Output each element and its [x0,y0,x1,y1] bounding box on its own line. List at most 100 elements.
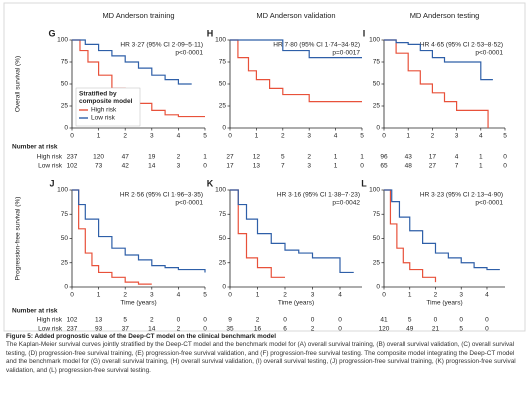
risk-count: 19 [148,154,156,161]
annotation: HR 3·16 (95% CI 1·38–7·23) [277,192,360,199]
x-axis-label: Time (years) [120,300,156,307]
y-tick-label: 50 [373,81,381,88]
p-value: p<0·0001 [475,200,503,207]
panel-letter: I [363,28,366,38]
y-axis-label: Overall survival (%) [15,56,22,112]
risk-count: 2 [256,317,260,324]
x-tick-label: 3 [307,133,311,140]
risk-count: 41 [380,317,388,324]
risk-count: 0 [360,163,364,170]
x-tick-label: 2 [123,292,127,299]
risk-count: 0 [503,154,507,161]
x-tick-label: 4 [485,292,489,299]
risk-count: 120 [93,154,104,161]
panel-letter: L [361,178,367,188]
y-tick-label: 50 [219,235,227,242]
risk-count: 14 [148,163,156,170]
y-tick-label: 75 [61,59,69,66]
caption-title: Figure 5: Added prognostic value of the … [6,333,276,340]
legend-title: Stratified by [79,91,117,98]
risk-count: 0 [338,317,342,324]
risk-count: 5 [459,326,463,333]
km-curve [230,39,362,103]
risk-count: 12 [253,154,261,161]
y-tick-label: 100 [57,187,68,194]
risk-count: 27 [226,154,234,161]
x-axis-label: Time (years) [426,300,462,307]
risk-count: 4 [455,154,459,161]
figure: MD Anderson training G Overall survival (%… [3,2,526,333]
risk-count: 16 [254,326,262,333]
y-tick-label: 0 [376,284,380,291]
panel-title: MD Anderson training [102,11,174,20]
annotation: HR 3·27 (95% CI 2·09–5·11) [120,42,203,49]
risk-count: 43 [405,154,413,161]
x-tick-label: 4 [177,292,181,299]
x-tick-label: 5 [203,133,207,140]
risk-count: 49 [406,326,414,333]
y-tick-label: 25 [373,103,381,110]
risk-count: 14 [148,326,156,333]
km-curve [230,39,362,59]
risk-count: 102 [67,317,78,324]
panel-title: MD Anderson testing [410,11,480,20]
y-tick-label: 100 [57,37,68,44]
y-tick-label: 0 [222,284,226,291]
x-tick-label: 2 [123,133,127,140]
panel-letter: J [49,178,54,188]
risk-count: 5 [281,154,285,161]
y-tick-label: 50 [61,235,69,242]
x-tick-label: 1 [97,133,101,140]
risk-count: 1 [479,163,483,170]
risk-count: 0 [203,163,207,170]
risk-count: 35 [226,326,234,333]
x-tick-label: 4 [177,133,181,140]
p-value: p=0·0017 [332,50,360,57]
risk-count: 0 [338,326,342,333]
risk-row-label: Low risk [38,326,63,333]
y-tick-label: 0 [222,125,226,132]
y-axis-label: Progression-free survival (%) [15,197,22,281]
risk-count: 47 [122,154,130,161]
caption: Figure 5: Added prognostic value of the … [6,333,523,375]
x-tick-label: 0 [228,292,232,299]
risk-count: 13 [95,317,103,324]
risk-row-label: High risk [37,317,63,324]
y-tick-label: 100 [215,37,226,44]
risk-count: 0 [203,317,207,324]
risk-count: 2 [150,317,154,324]
x-tick-label: 1 [255,133,259,140]
annotation: HR 4·65 (95% CI 2·53–8·52) [420,42,503,49]
x-tick-label: 1 [408,292,412,299]
y-tick-label: 75 [219,59,227,66]
annotation: HR 2·56 (95% CI 1·96–3·35) [120,192,203,199]
legend-label: High risk [91,107,117,114]
risk-count: 48 [405,163,413,170]
x-tick-label: 3 [459,292,463,299]
risk-count: 21 [432,326,440,333]
legend-title: composite model [79,98,133,105]
risk-count: 2 [307,154,311,161]
annotation: HR 3·23 (95% CI 2·13–4·90) [420,192,503,199]
y-tick-label: 25 [219,259,227,266]
y-tick-label: 100 [369,37,380,44]
p-value: p=0·0042 [332,200,360,207]
risk-count: 0 [503,163,507,170]
risk-count: 1 [479,154,483,161]
y-tick-label: 75 [373,211,381,218]
x-axis-label: Time (years) [278,300,314,307]
y-tick-label: 75 [219,211,227,218]
x-tick-label: 2 [434,292,438,299]
y-tick-label: 50 [61,81,69,88]
risk-count: 93 [95,326,103,333]
x-tick-label: 3 [455,133,459,140]
risk-count: 0 [203,326,207,333]
risk-count: 0 [177,317,181,324]
risk-count: 6 [283,326,287,333]
panel-letter: H [207,28,214,38]
p-value: p<0·0001 [175,200,203,207]
x-tick-label: 0 [382,292,386,299]
risk-count: 65 [380,163,388,170]
risk-count: 1 [360,154,364,161]
